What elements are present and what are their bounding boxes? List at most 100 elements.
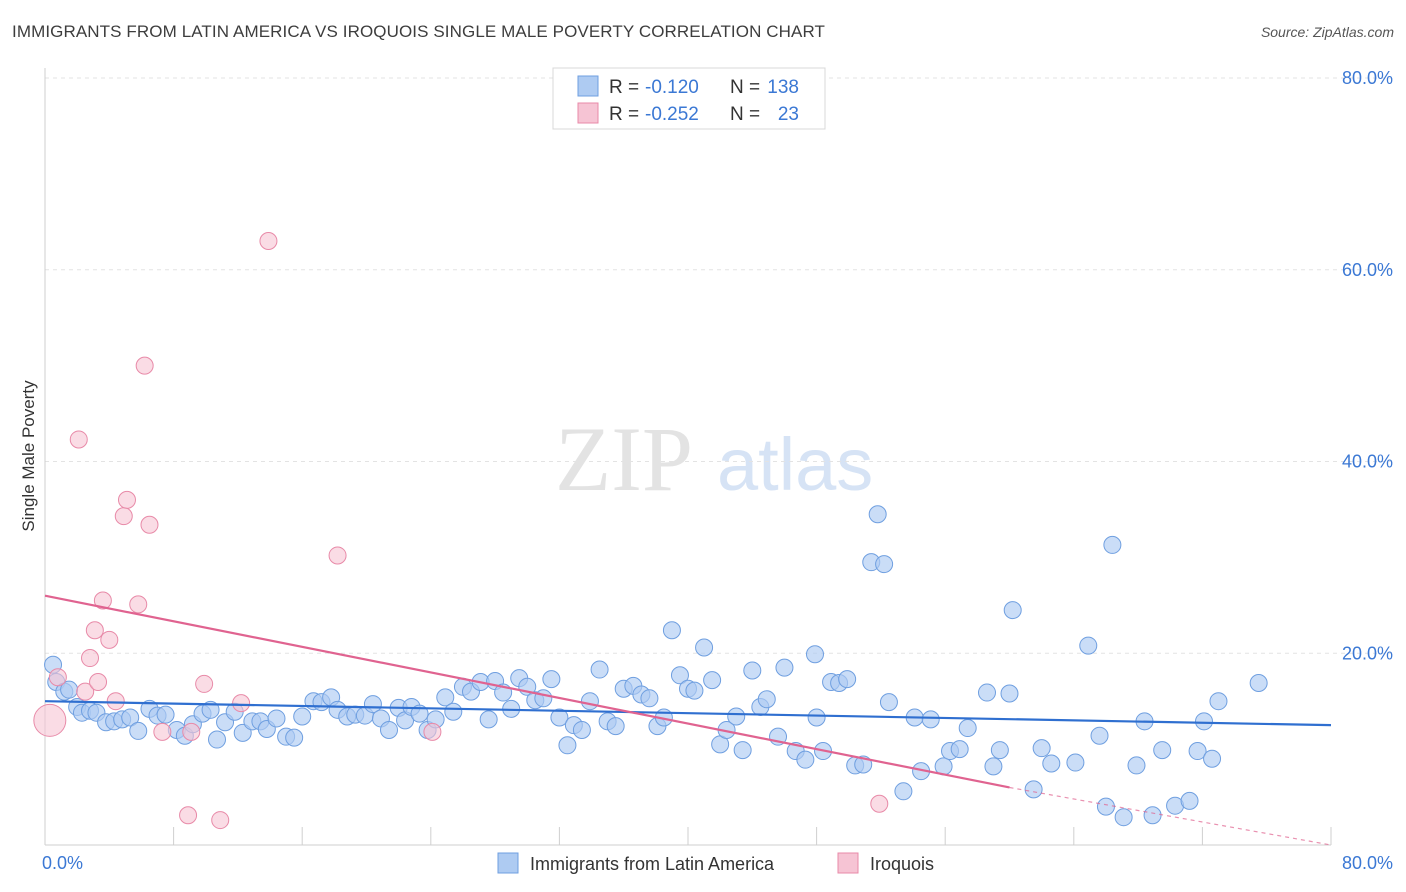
data-point-latin-america [1096, 797, 1115, 816]
y-axis-label: Single Male Poverty [19, 380, 38, 532]
data-point-latin-america [868, 505, 887, 524]
watermark-zip: ZIP [555, 408, 693, 510]
data-point-iroquois [129, 595, 148, 614]
data-point-latin-america [1127, 756, 1146, 775]
data-point-latin-america [380, 720, 399, 739]
data-point-latin-america [958, 719, 977, 738]
trend-line-iroquois [44, 594, 1010, 789]
data-point-latin-america [156, 705, 175, 724]
series-legend: Immigrants from Latin America Iroquois [497, 852, 934, 874]
data-point-iroquois [106, 692, 125, 711]
data-point-latin-america [662, 621, 681, 640]
data-point-iroquois [117, 490, 136, 509]
data-point-latin-america [1042, 754, 1061, 773]
data-point-iroquois [328, 546, 347, 565]
data-point-latin-america [990, 741, 1009, 760]
legend-swatch-iroquois [577, 102, 599, 124]
series-latin-america-points [44, 505, 1268, 827]
data-point-latin-america [1209, 692, 1228, 711]
data-point-iroquois [259, 231, 278, 250]
data-point-latin-america [293, 707, 312, 726]
data-point-latin-america [558, 736, 577, 755]
data-point-latin-america [201, 700, 220, 719]
data-point-latin-america [695, 638, 714, 657]
data-point-latin-america [534, 689, 553, 708]
data-point-latin-america [1024, 780, 1043, 799]
data-point-latin-america [640, 689, 659, 708]
bottom-legend-swatch-latin-america [497, 852, 519, 874]
data-point-latin-america [444, 702, 463, 721]
legend-r-value-1: -0.120 [645, 77, 699, 98]
y-tick-label: 80.0% [1342, 68, 1393, 88]
data-point-iroquois [135, 356, 154, 375]
data-point-latin-america [733, 741, 752, 760]
data-point-iroquois [48, 668, 67, 687]
data-point-latin-america [1188, 742, 1207, 761]
data-point-latin-america [129, 721, 148, 740]
y-tick-label: 20.0% [1342, 643, 1393, 663]
data-point-latin-america [542, 670, 561, 689]
data-point-latin-america [1153, 741, 1172, 760]
x-tick-label: 80.0% [1342, 853, 1393, 873]
data-point-iroquois [89, 673, 108, 692]
data-point-latin-america [1032, 739, 1051, 758]
data-point-latin-america [894, 782, 913, 801]
data-point-latin-america [233, 723, 252, 742]
legend-r-label-2: R = [609, 104, 639, 125]
data-point-latin-america [590, 660, 609, 679]
data-point-iroquois [33, 703, 67, 737]
data-point-latin-america [685, 681, 704, 700]
x-tick-label: 0.0% [42, 853, 83, 873]
legend-swatch-latin-america [577, 75, 599, 97]
data-point-iroquois [870, 794, 889, 813]
data-point-latin-america [796, 750, 815, 769]
data-point-latin-america [267, 709, 286, 728]
data-point-iroquois [93, 591, 112, 610]
bottom-legend-label-latin-america: Immigrants from Latin America [530, 854, 775, 874]
series-iroquois-points [33, 231, 889, 830]
data-point-latin-america [1195, 712, 1214, 731]
chart-title: IMMIGRANTS FROM LATIN AMERICA VS IROQUOI… [12, 22, 826, 41]
legend-n-label-2: N = [730, 104, 760, 125]
source-credit: Source: ZipAtlas.com [1260, 24, 1394, 40]
watermark-atlas: atlas [717, 423, 873, 506]
data-point-latin-america [1000, 684, 1019, 703]
legend-n-label-1: N = [730, 77, 760, 98]
data-point-latin-america [208, 730, 227, 749]
bottom-legend-label-iroquois: Iroquois [870, 854, 934, 874]
data-point-latin-america [950, 740, 969, 759]
data-point-latin-america [285, 728, 304, 747]
tick-labels: 20.0% 40.0% 60.0% 80.0% 0.0% 80.0% [42, 68, 1393, 873]
bottom-legend-swatch-iroquois [837, 852, 859, 874]
data-point-latin-america [743, 661, 762, 680]
data-point-latin-america [572, 720, 591, 739]
data-point-latin-america [977, 683, 996, 702]
data-point-latin-america [805, 645, 824, 664]
trend-line-latin-america [44, 700, 1332, 727]
data-point-iroquois [423, 722, 442, 741]
data-point-iroquois [69, 430, 88, 449]
data-point-latin-america [984, 757, 1003, 776]
data-point-latin-america [606, 717, 625, 736]
data-point-latin-america [775, 658, 794, 677]
data-point-iroquois [114, 507, 133, 526]
data-point-latin-america [479, 710, 498, 729]
data-point-iroquois [211, 811, 230, 830]
data-point-latin-america [921, 710, 940, 729]
y-tick-label: 40.0% [1342, 452, 1393, 472]
data-point-iroquois [179, 806, 198, 825]
trend-lines [44, 594, 1332, 846]
data-point-latin-america [1003, 601, 1022, 620]
data-point-latin-america [670, 666, 689, 685]
correlation-legend: R = -0.120 N = 138 R = -0.252 N = 23 [552, 67, 826, 130]
data-point-latin-america [727, 707, 746, 726]
data-point-latin-america [807, 708, 826, 727]
data-point-latin-america [703, 671, 722, 690]
data-point-latin-america [757, 690, 776, 709]
data-point-latin-america [879, 693, 898, 712]
data-point-latin-america [1114, 808, 1133, 827]
data-point-latin-america [875, 555, 894, 574]
data-point-latin-america [1090, 726, 1109, 745]
data-point-latin-america [1079, 636, 1098, 655]
